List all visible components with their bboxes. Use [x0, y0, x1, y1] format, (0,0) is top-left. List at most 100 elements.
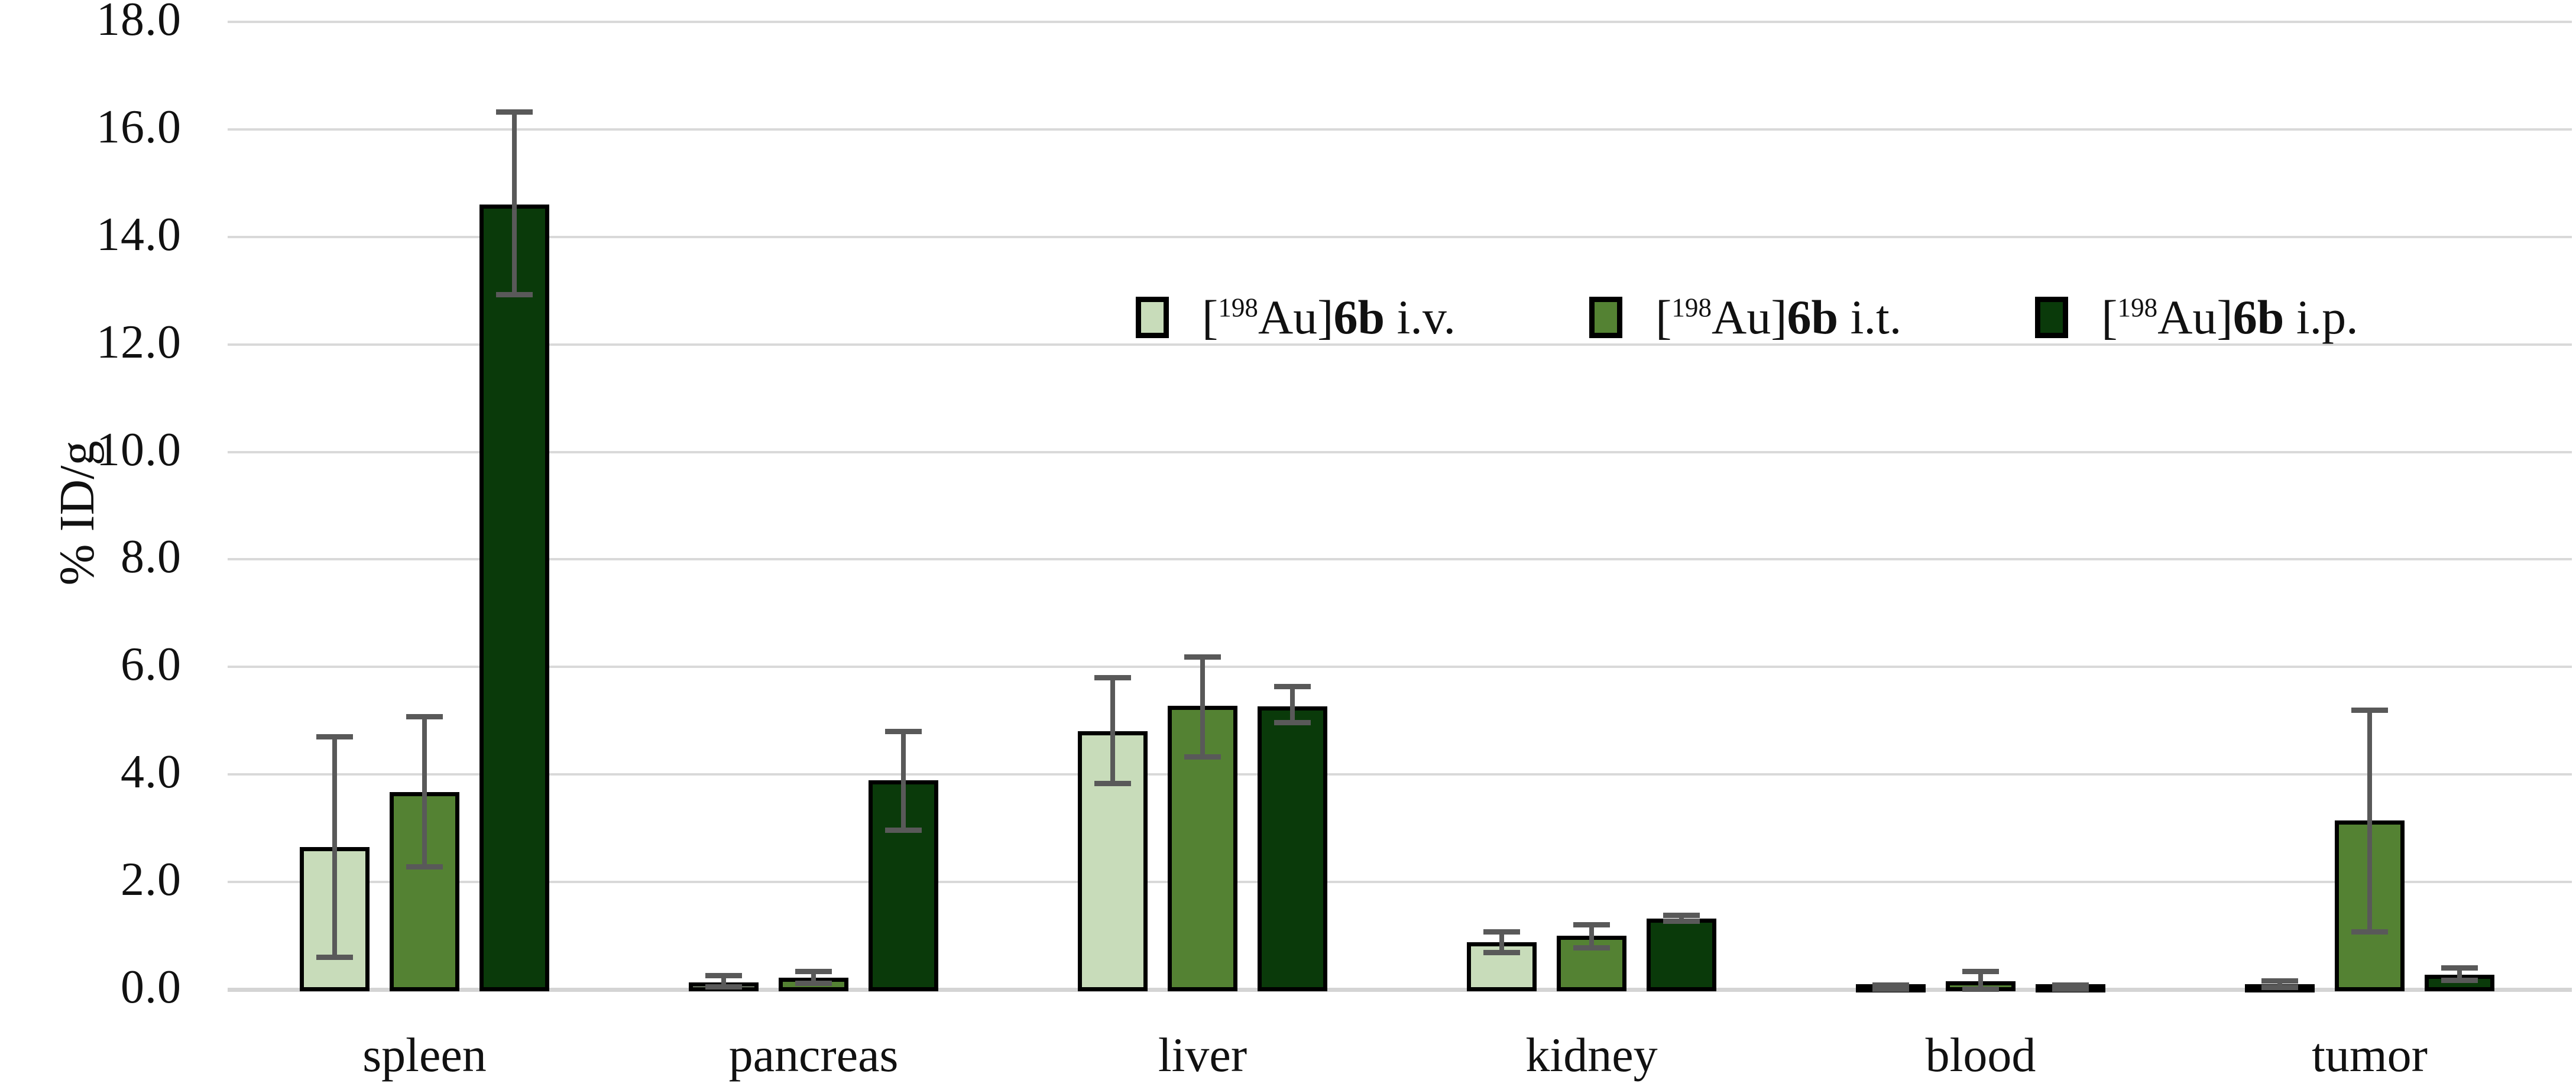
error-bar-line: [2457, 968, 2462, 981]
y-axis-tick-label: 0.0: [121, 961, 182, 1013]
error-bar-cap-bottom: [496, 292, 533, 298]
bar-pancreas-ip: [869, 780, 938, 991]
error-bar-cap-top: [795, 969, 832, 975]
bar-kidney-ip: [1647, 918, 1716, 991]
legend-label-part-route: i.v.: [1385, 290, 1456, 344]
legend-label-part-element: Au]: [1258, 290, 1334, 344]
y-axis-tick-label: 14.0: [96, 208, 182, 261]
error-bar-line: [1589, 924, 1594, 948]
error-bar-cap-bottom: [2351, 929, 2388, 935]
error-bar-line: [1200, 657, 1205, 757]
bar-spleen-it: [390, 792, 459, 991]
legend-label-part-compound: 6b: [2232, 290, 2285, 344]
error-bar-cap-top: [2261, 978, 2298, 984]
y-axis-tick-label: 18.0: [96, 0, 182, 46]
error-bar-line: [2367, 710, 2372, 932]
error-bar-line: [332, 737, 337, 958]
legend: [198Au]6b i.v. [198Au]6b i.t. [198Au]6b i.…: [1136, 273, 2358, 362]
error-bar-cap-bottom: [885, 828, 922, 833]
error-bar-cap-bottom: [1872, 986, 1909, 992]
legend-label-part-element: Au]: [2157, 290, 2233, 344]
error-bar-line: [512, 112, 517, 295]
gridline: [228, 128, 2572, 131]
gridline: [228, 881, 2572, 884]
error-bar-line: [1110, 677, 1115, 784]
error-bar-line: [1499, 932, 1504, 953]
error-bar-cap-bottom: [2261, 984, 2298, 990]
error-bar-cap-top: [705, 972, 742, 978]
error-bar-cap-bottom: [795, 980, 832, 986]
legend-label-ip: [198Au]6b i.p.: [2101, 290, 2358, 345]
legend-label-part-open: [: [1655, 290, 1672, 344]
x-axis-label-tumor: tumor: [2312, 1028, 2428, 1082]
gridline: [228, 773, 2572, 776]
error-bar-line: [1290, 686, 1295, 723]
legend-label-part-compound: 6b: [1787, 290, 1839, 344]
gridline: [228, 450, 2572, 453]
legend-swatch-ip: [2035, 297, 2069, 338]
legend-label-part-route: i.t.: [1838, 290, 1902, 344]
x-axis-label-liver: liver: [1158, 1028, 1248, 1082]
x-axis-line: [228, 988, 2572, 992]
legend-swatch-iv: [1136, 297, 1169, 338]
error-bar-cap-top: [1094, 675, 1131, 681]
error-bar-cap-bottom: [1663, 919, 1700, 924]
error-bar-cap-top: [1872, 982, 1909, 988]
error-bar-cap-bottom: [406, 864, 443, 870]
gridline: [228, 21, 2572, 23]
legend-label-part-isotope: 198: [1218, 293, 1258, 323]
error-bar-cap-top: [1663, 912, 1700, 918]
error-bar-line: [2277, 981, 2282, 988]
error-bar-cap-top: [885, 728, 922, 734]
legend-swatch-it: [1589, 297, 1623, 338]
x-axis-label-kidney: kidney: [1525, 1028, 1658, 1082]
error-bar-line: [1679, 915, 1684, 922]
x-axis-label-spleen: spleen: [362, 1028, 487, 1082]
error-bar-cap-top: [1962, 969, 1999, 975]
bar-spleen-ip: [479, 205, 549, 991]
legend-label-part-route: i.p.: [2284, 290, 2358, 344]
legend-item-it: [198Au]6b i.t.: [1589, 290, 1901, 345]
error-bar-cap-bottom: [1184, 754, 1221, 760]
legend-label-part-compound: 6b: [1333, 290, 1385, 344]
y-axis-tick-label: 16.0: [96, 100, 182, 153]
error-bar-cap-bottom: [316, 954, 353, 960]
legend-item-ip: [198Au]6b i.p.: [2035, 290, 2358, 345]
y-axis-tick-label: 2.0: [121, 853, 182, 906]
y-axis-tick-label: 6.0: [121, 638, 182, 691]
error-bar-cap-top: [1274, 684, 1311, 690]
gridline: [228, 235, 2572, 238]
bar-liver-ip: [1258, 706, 1327, 991]
x-axis-label-pancreas: pancreas: [728, 1028, 899, 1082]
error-bar-line: [811, 971, 816, 984]
legend-label-part-element: Au]: [1712, 290, 1787, 344]
gridline: [228, 666, 2572, 669]
legend-label-part-isotope: 198: [1671, 293, 1712, 323]
error-bar-cap-top: [406, 714, 443, 720]
x-axis-label-blood: blood: [1925, 1028, 2036, 1082]
legend-label-part-isotope: 198: [2117, 293, 2158, 323]
error-bar-cap-bottom: [1483, 949, 1520, 955]
y-axis-tick-label: 12.0: [96, 316, 182, 368]
error-bar-cap-bottom: [1094, 781, 1131, 787]
error-bar-line: [1978, 971, 1983, 990]
error-bar-line: [721, 975, 726, 987]
error-bar-cap-top: [316, 734, 353, 740]
error-bar-cap-top: [2351, 707, 2388, 713]
error-bar-cap-top: [496, 109, 533, 115]
legend-item-iv: [198Au]6b i.v.: [1136, 290, 1456, 345]
gridline: [228, 343, 2572, 346]
error-bar-cap-bottom: [1274, 720, 1311, 726]
error-bar-cap-bottom: [705, 984, 742, 990]
legend-label-it: [198Au]6b i.t.: [1655, 290, 1901, 345]
error-bar-cap-bottom: [2052, 986, 2089, 992]
error-bar-cap-top: [2441, 965, 2478, 971]
y-axis-tick-label: 4.0: [121, 746, 182, 799]
y-axis-tick-label: 10.0: [96, 423, 182, 476]
error-bar-cap-bottom: [1573, 945, 1610, 951]
error-bar-cap-bottom: [1962, 986, 1999, 992]
legend-label-iv: [198Au]6b i.v.: [1202, 290, 1456, 345]
gridline: [228, 558, 2572, 561]
error-bar-cap-top: [1573, 922, 1610, 928]
